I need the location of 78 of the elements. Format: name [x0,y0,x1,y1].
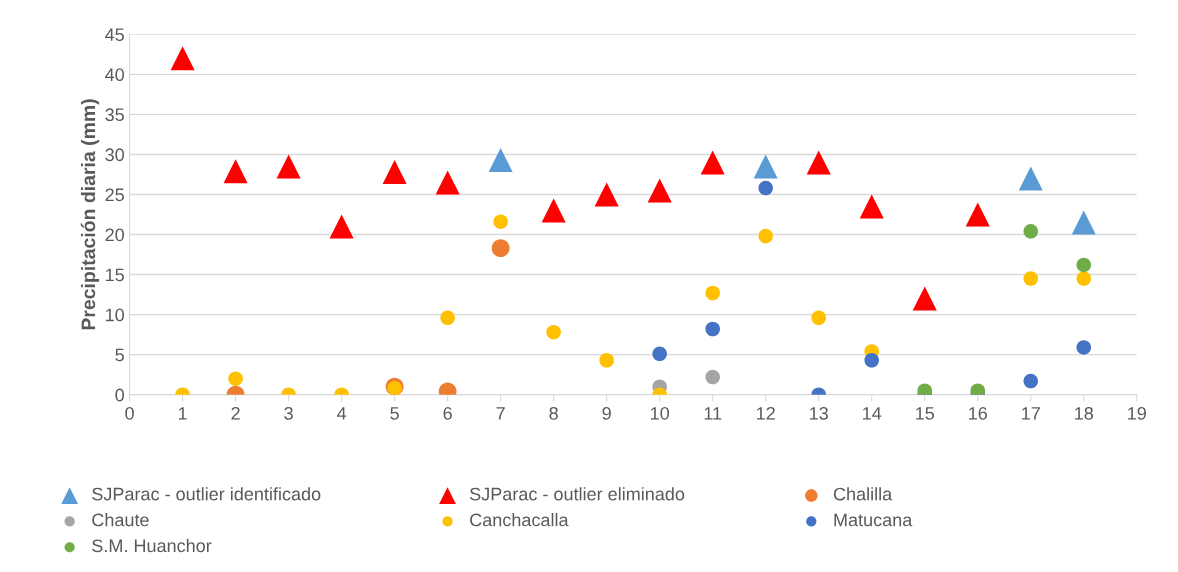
x-tick-label: 18 [1075,406,1094,420]
y-tick-label: 15 [106,268,124,282]
point [811,310,826,326]
point [705,369,720,385]
point [435,170,460,195]
point [599,352,614,368]
point [705,285,720,301]
y-tick-label: 25 [105,188,124,202]
y-tick-label: 20 [105,228,125,242]
x-tick-label: 10 [651,406,670,420]
x-tick-label: 14 [863,407,882,420]
point [753,154,778,179]
y-tick-label: 5 [115,348,124,362]
point [1018,166,1043,191]
point [382,160,407,185]
y-tick-label: 45 [105,28,124,42]
legend-label: SJParac - outlier identificado [92,487,321,501]
x-tick-label: 6 [443,406,452,420]
point [806,150,831,175]
y-axis-title: Precipitación diaria (mm) [80,99,100,330]
x-tick-label: 15 [916,407,935,420]
point [700,150,725,175]
point [965,202,990,227]
point [223,159,248,184]
point [970,383,986,395]
point [859,194,884,219]
point [647,178,672,203]
point [864,352,879,368]
point [546,324,561,340]
x-tick-label: 2 [231,406,240,420]
y-tick-label: 30 [105,148,125,162]
point [594,182,619,207]
point [705,321,720,337]
x-tick-label: 7 [496,407,505,420]
point [541,198,566,223]
legend-label: Matucana [834,513,913,527]
x-tick-label: 5 [390,407,399,420]
point [228,371,243,386]
x-tick-label: 17 [1022,407,1040,420]
x-tick-label: 0 [125,406,134,420]
point [329,214,354,239]
point [493,214,508,229]
x-tick-label: 4 [337,407,347,420]
x-tick-label: 19 [1128,406,1146,420]
point [1076,271,1092,286]
x-tick-label: 1 [178,407,187,420]
point [758,180,773,196]
point [1023,224,1039,239]
legend-label: Canchacalla [470,513,569,527]
y-tick-label: 10 [106,308,125,322]
point [1023,373,1039,389]
point [440,310,455,326]
x-tick-label: 16 [969,406,987,420]
point [1076,257,1092,273]
y-tick-label: 40 [105,68,125,82]
x-tick-label: 8 [549,406,558,420]
y-tick-label: 35 [105,108,124,122]
legend-label: Chalilla [833,487,893,501]
point [1023,271,1039,286]
point [912,286,937,311]
legend-label: S.M. Huanchor [92,538,212,553]
point [491,239,510,258]
point [276,154,301,179]
point [488,148,513,173]
x-tick-label: 12 [757,406,775,420]
x-tick-label: 9 [602,406,611,420]
point [170,46,195,71]
point [652,346,667,362]
legend-label: Chaute [92,513,149,527]
x-tick-label: 3 [284,406,293,420]
point [758,228,773,244]
point [917,383,933,395]
point [1076,340,1092,355]
x-tick-label: 11 [704,407,722,420]
legend-label: SJParac - outlier eliminado [470,487,685,501]
y-tick-label: 0 [115,388,125,402]
x-tick-label: 13 [810,406,828,420]
point [1071,210,1096,235]
